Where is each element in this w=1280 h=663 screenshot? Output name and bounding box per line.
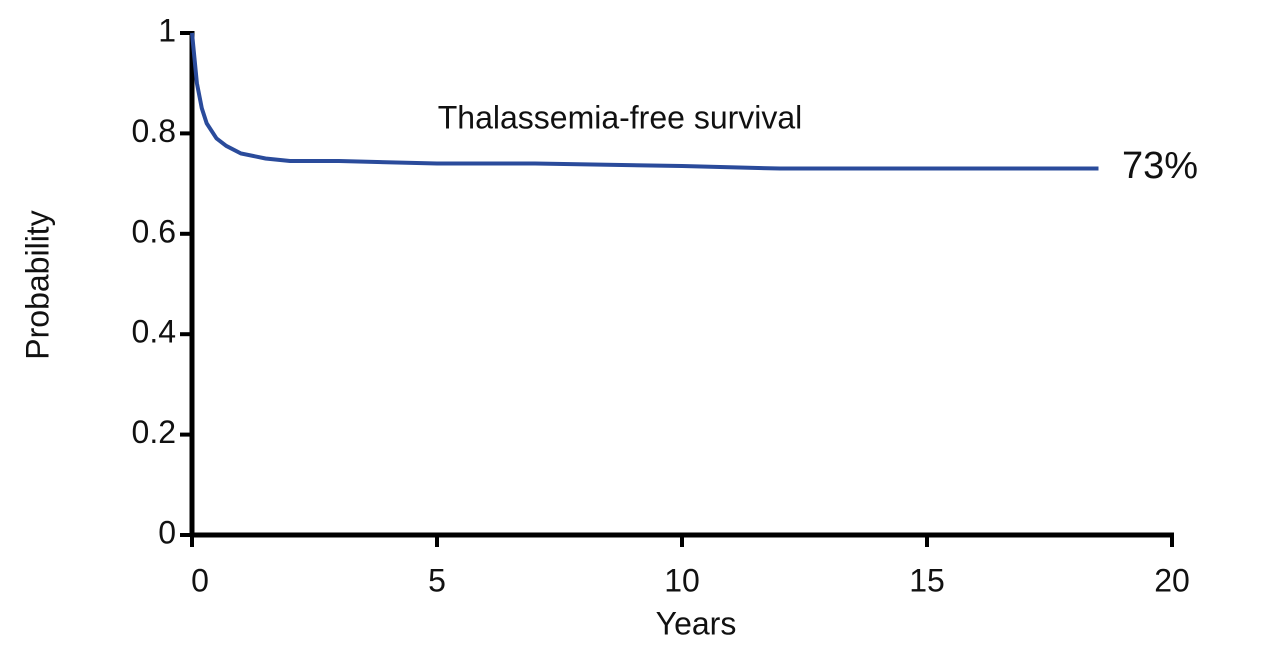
y-tick-label: 0	[158, 514, 176, 550]
x-tick-label: 5	[428, 562, 446, 598]
y-axis-label: Probability	[19, 210, 55, 359]
y-tick-label: 0.6	[132, 213, 176, 249]
annotation: Thalassemia-free survival	[438, 99, 803, 135]
x-tick-label: 0	[191, 562, 209, 598]
x-tick-label: 20	[1154, 562, 1190, 598]
x-axis-label: Years	[656, 605, 737, 641]
y-tick-label: 1	[158, 12, 176, 48]
y-tick-label: 0.8	[132, 113, 176, 149]
y-tick-label: 0.4	[132, 314, 176, 350]
x-tick-label: 15	[909, 562, 945, 598]
survival-curve	[190, 32, 1099, 171]
y-tick-label: 0.2	[132, 414, 176, 450]
annotation: 73%	[1122, 145, 1198, 187]
x-tick-label: 10	[664, 562, 700, 598]
